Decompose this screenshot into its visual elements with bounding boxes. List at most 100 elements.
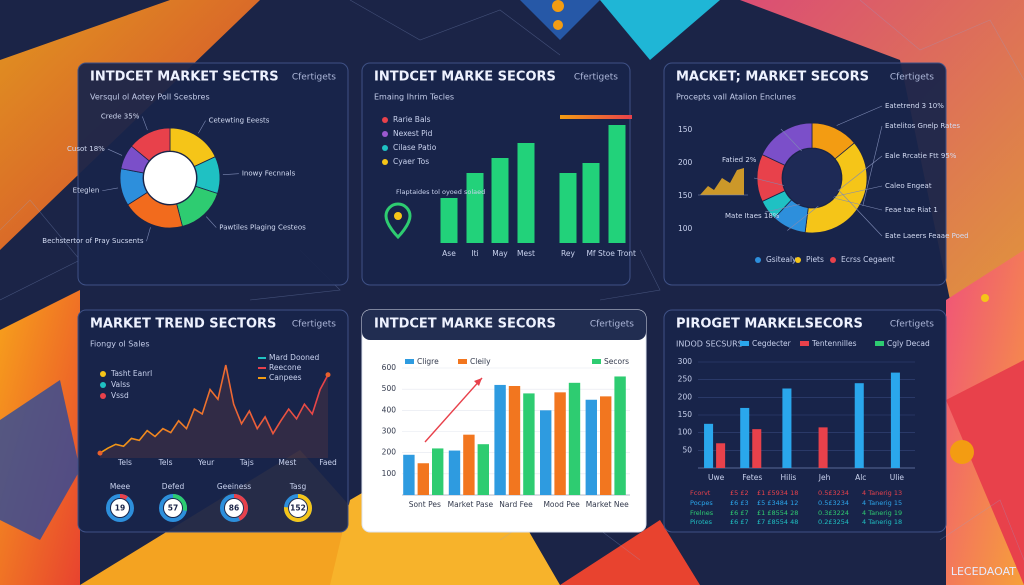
panel-title: INTDCET MARKE SECORS <box>374 70 556 85</box>
watermark: LECEDAOAT <box>951 565 1016 578</box>
donut-hole <box>783 149 841 207</box>
pie-slice <box>804 142 868 234</box>
bar <box>432 448 444 495</box>
panel-subtitle: Emaing Ihrim Tecles <box>374 93 454 102</box>
panel-title: MARKET TREND SECTORS <box>90 317 276 332</box>
bar <box>440 198 458 243</box>
y-tick-label: 250 <box>678 375 693 384</box>
panel-title: INTDCET MARKET SECTRS <box>90 70 279 85</box>
leader-line <box>836 105 883 126</box>
legend-marker <box>382 117 388 123</box>
y-tick-label: 100 <box>382 469 397 478</box>
slice-label: Cetewting Eeests <box>209 117 270 125</box>
table-cell: Pocpes <box>690 499 713 507</box>
leader-line <box>146 227 151 242</box>
legend-label: Cegdecter <box>752 339 792 348</box>
bar <box>818 427 828 468</box>
bar <box>608 125 626 243</box>
x-tick-label: Fetes <box>742 473 762 482</box>
slice-label: Eatetrend 3 10% <box>885 102 944 110</box>
y-tick-label: 400 <box>382 405 397 414</box>
trend-arrowhead <box>474 378 482 386</box>
legend-marker <box>382 159 388 165</box>
pie-slice <box>130 127 171 162</box>
x-tick-label: Market Nee <box>586 500 629 509</box>
x-tick-label: Stoe Tront <box>598 249 636 258</box>
panel-title: INTDCET MARKE SECORS <box>374 317 556 332</box>
gauge-center <box>289 499 307 517</box>
annotation: Fatied 2% <box>722 156 757 164</box>
panel-subtitle: Procepts vall Atalion Enclunes <box>676 93 796 102</box>
legend-label: Cilase Patio <box>393 143 437 152</box>
legend-marker <box>830 257 836 263</box>
x-tick-label: Tels <box>117 458 132 467</box>
panel-corner-label: Cfertigets <box>890 320 934 330</box>
bar <box>448 450 461 495</box>
legend-label: Cyaer Tos <box>393 157 429 166</box>
x-tick-label: Ulie <box>890 473 905 482</box>
panel-title: MACKET; MARKET SECORS <box>676 70 869 85</box>
legend-marker <box>592 359 601 364</box>
gauge-label: Geeiness <box>217 482 251 491</box>
x-tick-label: Ase <box>442 249 456 258</box>
gauge-center <box>164 499 182 517</box>
y-tick-label: 500 <box>382 384 397 393</box>
axis-label: 100 <box>678 224 693 233</box>
accent-line <box>560 115 632 119</box>
bar <box>466 173 484 243</box>
x-tick-label: Sont Pes <box>409 500 441 509</box>
gauge-value: 86 <box>229 504 239 513</box>
x-tick-label: Mest <box>278 458 296 467</box>
gauge-arc <box>120 494 128 500</box>
bar <box>582 163 600 243</box>
bar <box>517 143 535 243</box>
bar <box>523 393 535 495</box>
axis-label: 150 <box>678 191 693 200</box>
x-tick-label: Tels <box>158 458 173 467</box>
gauge-label: Tasg <box>289 482 307 491</box>
bar <box>554 392 566 495</box>
gauge-arc <box>173 494 187 512</box>
x-tick-label: Yeur <box>197 458 215 467</box>
legend-label: Tentennilles <box>811 339 857 348</box>
bar <box>704 423 714 468</box>
panel <box>77 309 349 533</box>
leader-line <box>206 216 217 228</box>
slice-label: Feae tae Riat 1 <box>885 206 938 214</box>
legend-marker <box>740 341 749 346</box>
panel-corner-label: Cfertigets <box>890 73 934 83</box>
x-tick-label: Alc <box>855 473 866 482</box>
leader-line <box>102 187 118 192</box>
legend-label: Canpees <box>269 373 302 382</box>
x-tick-label: Tajs <box>239 458 254 467</box>
legend-label: Cligre <box>417 357 439 366</box>
x-tick-label: May <box>492 249 508 258</box>
table-cell: £6 £3 <box>730 499 749 507</box>
pie-slice <box>761 122 813 166</box>
legend-label: Reecone <box>269 363 302 372</box>
slice-label: Eteglen <box>73 187 100 195</box>
table-cell: 0.2£3254 <box>818 518 849 526</box>
x-tick-label: Market Pase <box>448 500 494 509</box>
legend-label: Tasht Eanrl <box>110 369 152 378</box>
line-end-dot <box>325 372 331 378</box>
legend-marker <box>100 393 106 399</box>
y-tick-label: 300 <box>678 357 693 366</box>
leader-line <box>198 120 206 134</box>
legend-marker <box>100 371 106 377</box>
legend-label: Ecrss Cegaent <box>841 255 895 264</box>
x-tick-label: Mood Pee <box>543 500 580 509</box>
annotation: Mate Itaes 18% <box>725 212 780 220</box>
bar <box>614 376 626 495</box>
gauge-label: Defed <box>162 482 185 491</box>
leader-line <box>222 173 239 175</box>
bar <box>740 407 750 468</box>
axis-label: 200 <box>678 158 693 167</box>
panel-subtitle: Versqul ol Aotey Poll Scesbres <box>90 93 210 102</box>
gauge-center <box>111 499 129 517</box>
pin-dot <box>394 212 402 220</box>
legend-label: Vssd <box>111 391 129 400</box>
legend-marker <box>382 145 388 151</box>
y-tick-label: 300 <box>382 427 397 436</box>
y-tick-label: 200 <box>678 392 693 401</box>
